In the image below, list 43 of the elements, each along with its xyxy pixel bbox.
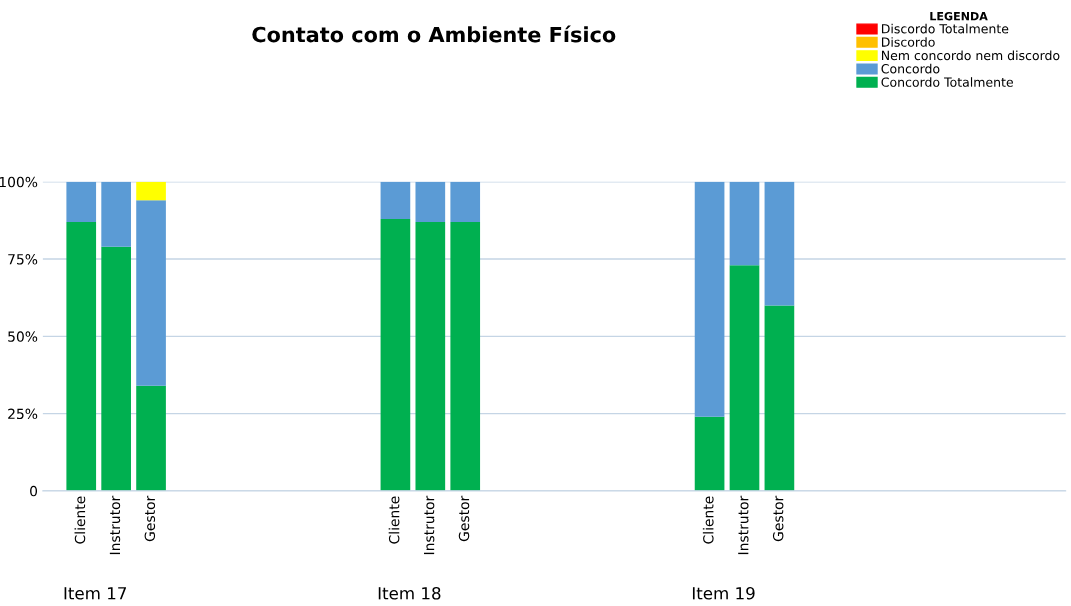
x-tick-label: Gestor xyxy=(144,495,156,542)
bar xyxy=(136,200,166,386)
bar xyxy=(694,181,725,417)
x-tick-label: Instrutor xyxy=(738,495,749,555)
chart-title: Contato com o Ambiente Físico xyxy=(252,25,616,43)
y-tick-label: 25% xyxy=(8,408,38,420)
bar xyxy=(136,181,166,201)
bar xyxy=(101,246,131,491)
bar xyxy=(694,416,725,491)
bar xyxy=(450,221,481,491)
bar xyxy=(415,221,446,491)
y-tick-label: 100% xyxy=(0,176,38,188)
bar xyxy=(66,221,97,491)
legend-label: Discordo xyxy=(881,37,935,47)
x-tick-label: Instrutor xyxy=(109,495,121,555)
y-tick-label: 0 xyxy=(30,485,38,497)
x-tick-label: Gestor xyxy=(772,495,784,542)
bar xyxy=(729,265,760,491)
bar xyxy=(136,385,166,491)
bar xyxy=(66,181,97,222)
bar xyxy=(380,218,411,491)
text: Item 19 xyxy=(692,586,755,600)
x-tick-label: Instrutor xyxy=(424,495,435,555)
bar xyxy=(415,181,446,222)
bar xyxy=(450,181,481,222)
bar xyxy=(764,305,795,491)
legend-title: LEGENDA xyxy=(930,11,988,21)
y-tick-label: 75% xyxy=(8,254,38,265)
bar xyxy=(729,181,760,266)
legend-label: Discordo Totalmente xyxy=(881,23,1009,34)
legend-label: Concordo Totalmente xyxy=(881,77,1013,87)
bar xyxy=(380,181,411,219)
legend-label: Concordo xyxy=(881,63,940,74)
bar xyxy=(764,181,795,306)
legend-label: Nem concordo nem discordo xyxy=(881,50,1060,61)
text: Item 18 xyxy=(378,586,441,600)
x-tick-label: Cliente xyxy=(74,496,86,544)
text: Item 17 xyxy=(64,587,126,600)
x-tick-label: Gestor xyxy=(458,495,470,542)
x-tick-label: Cliente xyxy=(702,496,714,544)
y-tick-label: 50% xyxy=(8,331,38,342)
x-tick-label: Cliente xyxy=(388,496,400,544)
bar xyxy=(101,181,131,247)
